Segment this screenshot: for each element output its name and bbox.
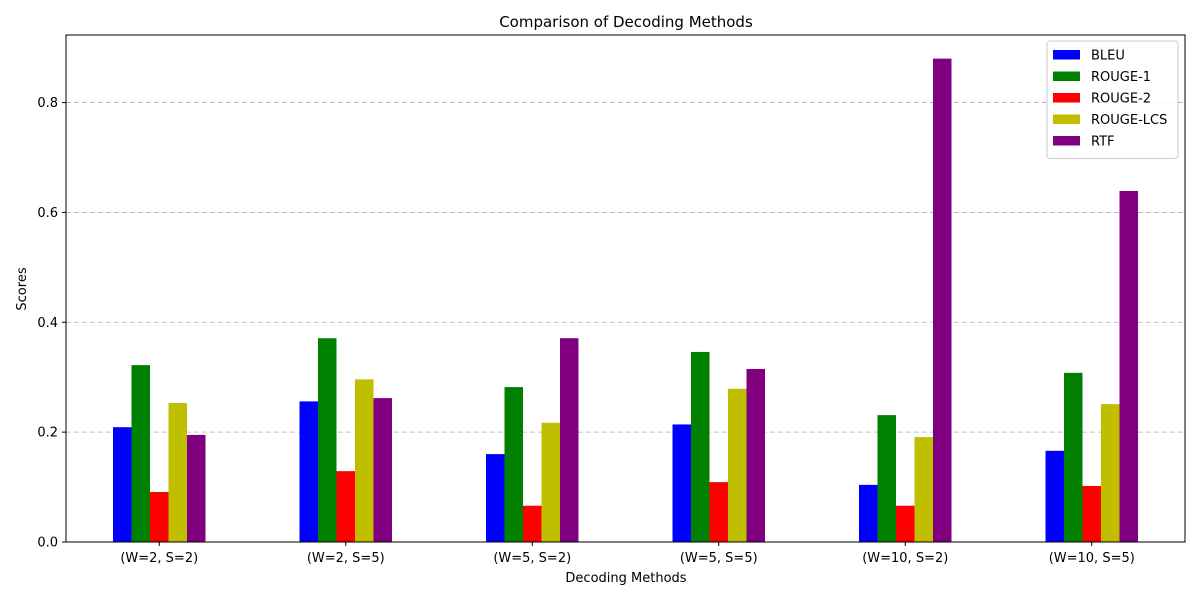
x-tick-label: (W=2, S=2) bbox=[120, 551, 198, 566]
y-tick-label: 0.8 bbox=[37, 96, 58, 111]
grid-lines bbox=[66, 102, 1185, 433]
bar-rouge-lcs bbox=[728, 388, 747, 542]
x-tick-label: (W=2, S=5) bbox=[307, 551, 385, 566]
legend-label-rouge-2: ROUGE-2 bbox=[1091, 92, 1151, 107]
legend-swatch-rouge-lcs bbox=[1053, 114, 1080, 124]
x-tick-label: (W=10, S=5) bbox=[1049, 551, 1135, 566]
bar-rtf bbox=[746, 368, 765, 542]
bar-bleu bbox=[1045, 450, 1064, 542]
y-tick-label: 0.4 bbox=[37, 316, 58, 331]
bar-rtf bbox=[187, 434, 206, 542]
bar-rouge-lcs bbox=[355, 379, 374, 542]
bars bbox=[113, 58, 1138, 542]
bar-rouge-1 bbox=[1064, 372, 1083, 542]
y-tick-label: 0.0 bbox=[37, 536, 58, 551]
bar-rtf bbox=[933, 58, 952, 542]
bar-rouge-1 bbox=[318, 338, 337, 542]
x-tick-label: (W=5, S=5) bbox=[680, 551, 758, 566]
legend-box bbox=[1046, 40, 1179, 159]
legend-label-rouge-1: ROUGE-1 bbox=[1091, 70, 1151, 85]
bar-bleu bbox=[486, 454, 505, 542]
bar-rouge-2 bbox=[523, 505, 542, 542]
x-axis-title: Decoding Methods bbox=[565, 571, 686, 586]
y-axis-title: Scores bbox=[15, 267, 30, 310]
bar-rtf bbox=[1119, 191, 1138, 542]
y-tick-label: 0.6 bbox=[37, 206, 58, 221]
bar-rtf bbox=[373, 398, 392, 542]
legend[interactable]: BLEU ROUGE-1 ROUGE-2 ROUGE-LCS RTF bbox=[1046, 40, 1179, 159]
bar-bleu bbox=[859, 484, 878, 542]
legend-label-rtf: RTF bbox=[1091, 135, 1115, 150]
legend-label-bleu: BLEU bbox=[1091, 49, 1125, 64]
bar-bleu bbox=[672, 424, 691, 542]
legend-swatch-bleu bbox=[1053, 50, 1080, 60]
bar-rouge-2 bbox=[150, 492, 169, 542]
bar-bleu bbox=[299, 401, 318, 542]
bar-rouge-2 bbox=[896, 505, 915, 542]
bar-rtf bbox=[560, 338, 579, 542]
bar-rouge-lcs bbox=[1101, 404, 1120, 542]
bar-bleu bbox=[113, 427, 132, 542]
legend-swatch-rouge-1 bbox=[1053, 71, 1080, 81]
bar-rouge-lcs bbox=[914, 437, 933, 542]
bar-rouge-lcs bbox=[541, 422, 560, 542]
y-axis: 0.0 0.2 0.4 0.6 0.8 bbox=[37, 96, 66, 551]
bar-rouge-2 bbox=[1082, 485, 1101, 542]
bar-rouge-1 bbox=[877, 415, 896, 542]
x-tick-label: (W=10, S=2) bbox=[862, 551, 948, 566]
bar-rouge-2 bbox=[336, 471, 355, 542]
y-tick-label: 0.2 bbox=[37, 426, 58, 441]
bar-rouge-1 bbox=[504, 387, 523, 542]
legend-swatch-rouge-2 bbox=[1053, 93, 1080, 103]
x-tick-label: (W=5, S=2) bbox=[493, 551, 571, 566]
bar-rouge-1 bbox=[691, 351, 710, 542]
x-axis: (W=2, S=2) (W=2, S=5) (W=5, S=2) (W=5, S=5)… bbox=[120, 542, 1135, 566]
chart-title: Comparison of Decoding Methods bbox=[499, 13, 753, 31]
bar-rouge-lcs bbox=[168, 403, 187, 542]
bar-rouge-2 bbox=[709, 482, 728, 542]
bar-rouge-1 bbox=[131, 365, 150, 542]
plot-frame bbox=[65, 34, 1186, 543]
legend-label-rouge-lcs: ROUGE-LCS bbox=[1091, 113, 1167, 128]
legend-swatch-rtf bbox=[1053, 136, 1080, 146]
